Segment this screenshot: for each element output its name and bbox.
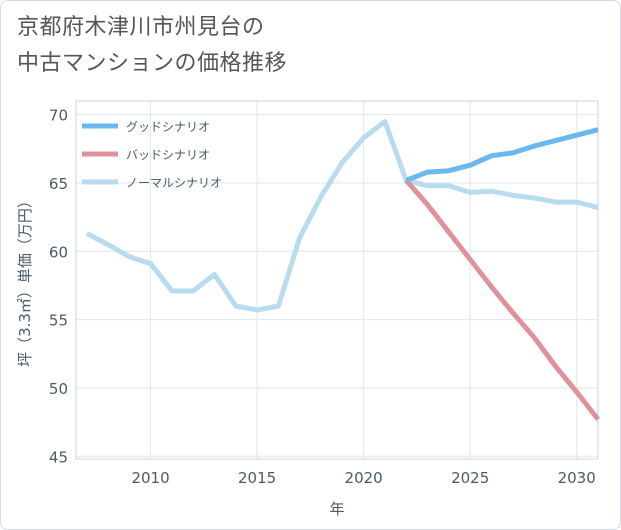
tick-labels: 45 50 55 60 65 70 2010 2015 2020 2025 2030 bbox=[49, 107, 596, 487]
y-tick-label: 60 bbox=[49, 243, 68, 261]
legend-label: ノーマルシナリオ bbox=[126, 176, 222, 190]
y-tick-label: 45 bbox=[49, 448, 68, 466]
legend-item-2[interactable]: ノーマルシナリオ bbox=[82, 176, 222, 190]
legend-label: バッドシナリオ bbox=[126, 148, 210, 162]
y-tick-label: 55 bbox=[49, 312, 68, 330]
x-tick-label: 2015 bbox=[238, 469, 276, 487]
y-tick-label: 70 bbox=[49, 107, 68, 125]
legend-item-1[interactable]: バッドシナリオ bbox=[82, 148, 210, 162]
series-line-2 bbox=[85, 119, 599, 313]
chart-title-line-1: 京都府木津川市州見台の bbox=[17, 15, 265, 40]
x-tick-label: 2010 bbox=[131, 469, 169, 487]
x-tick-label: 2020 bbox=[345, 469, 383, 487]
x-tick-label: 2030 bbox=[558, 469, 596, 487]
y-axis-title: 坪（3.3㎡）単価（万円） bbox=[16, 193, 34, 367]
series-lines bbox=[85, 119, 600, 421]
legend-label: グッドシナリオ bbox=[126, 120, 210, 134]
y-tick-label: 50 bbox=[49, 380, 68, 398]
legend-item-0[interactable]: グッドシナリオ bbox=[82, 120, 210, 134]
chart-title-line-2: 中古マンションの価格推移 bbox=[17, 51, 288, 76]
plot-area-border bbox=[75, 100, 599, 460]
x-axis-title: 年 bbox=[329, 500, 344, 518]
series-line-1 bbox=[404, 178, 600, 421]
chart-title: 京都府木津川市州見台の 中古マンションの価格推移 bbox=[17, 10, 577, 82]
y-tick-label: 65 bbox=[49, 175, 68, 193]
x-tick-label: 2025 bbox=[451, 469, 489, 487]
series-line-0 bbox=[405, 127, 599, 183]
axes bbox=[75, 100, 599, 460]
grid-lines bbox=[76, 101, 598, 459]
